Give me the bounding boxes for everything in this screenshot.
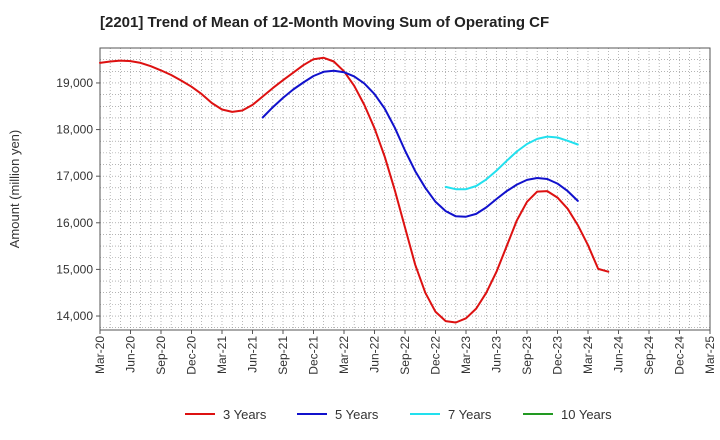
y-tick-label: 19,000	[56, 76, 93, 90]
x-tick-label: Sep-22	[398, 336, 412, 375]
series-lines	[99, 56, 610, 324]
x-tick-label: Dec-21	[307, 336, 321, 375]
grid	[100, 48, 710, 330]
legend: 3 Years 5 Years 7 Years 10 Years	[185, 407, 612, 422]
y-tick-label: 15,000	[56, 262, 93, 276]
x-tick-label: Mar-21	[215, 336, 229, 374]
x-tick-label: Mar-23	[459, 336, 473, 374]
y-tick-label: 18,000	[56, 123, 93, 137]
legend-label: 7 Years	[448, 407, 492, 422]
x-axis-ticks: Mar-20 Jun-20 Sep-20 Dec-20 Mar-21 Jun-21 Sep-…	[93, 330, 717, 375]
series-line-5-years	[261, 69, 579, 218]
x-tick-label: Jun-22	[368, 336, 382, 373]
x-tick-label: Sep-20	[154, 336, 168, 375]
y-axis-label: Amount (million yen)	[7, 130, 22, 249]
legend-label: 3 Years	[223, 407, 267, 422]
x-tick-label: Dec-24	[673, 336, 687, 375]
x-tick-label: Sep-21	[276, 336, 290, 375]
x-tick-label: Sep-23	[520, 336, 534, 375]
x-tick-label: Jun-20	[124, 336, 138, 373]
series-line-7-years	[444, 135, 579, 191]
x-tick-label: Jun-24	[612, 336, 626, 373]
x-tick-label: Mar-20	[93, 336, 107, 374]
chart-title: [2201] Trend of Mean of 12-Month Moving …	[100, 14, 550, 31]
x-tick-label: Dec-20	[185, 336, 199, 375]
series-line-3-years	[99, 56, 610, 324]
x-tick-label: Jun-21	[246, 336, 260, 373]
x-tick-label: Sep-24	[642, 336, 656, 375]
x-tick-label: Dec-22	[429, 336, 443, 375]
y-tick-label: 17,000	[56, 169, 93, 183]
x-tick-label: Mar-25	[703, 336, 717, 374]
x-tick-label: Dec-23	[551, 336, 565, 375]
y-tick-label: 14,000	[56, 309, 93, 323]
y-axis-ticks: 14,000 15,000 16,000 17,000 18,000 19,000	[56, 76, 100, 323]
legend-label: 5 Years	[335, 407, 379, 422]
y-tick-label: 16,000	[56, 216, 93, 230]
legend-label: 10 Years	[561, 407, 612, 422]
x-tick-label: Jun-23	[490, 336, 504, 373]
x-tick-label: Mar-24	[581, 336, 595, 374]
x-tick-label: Mar-22	[337, 336, 351, 374]
